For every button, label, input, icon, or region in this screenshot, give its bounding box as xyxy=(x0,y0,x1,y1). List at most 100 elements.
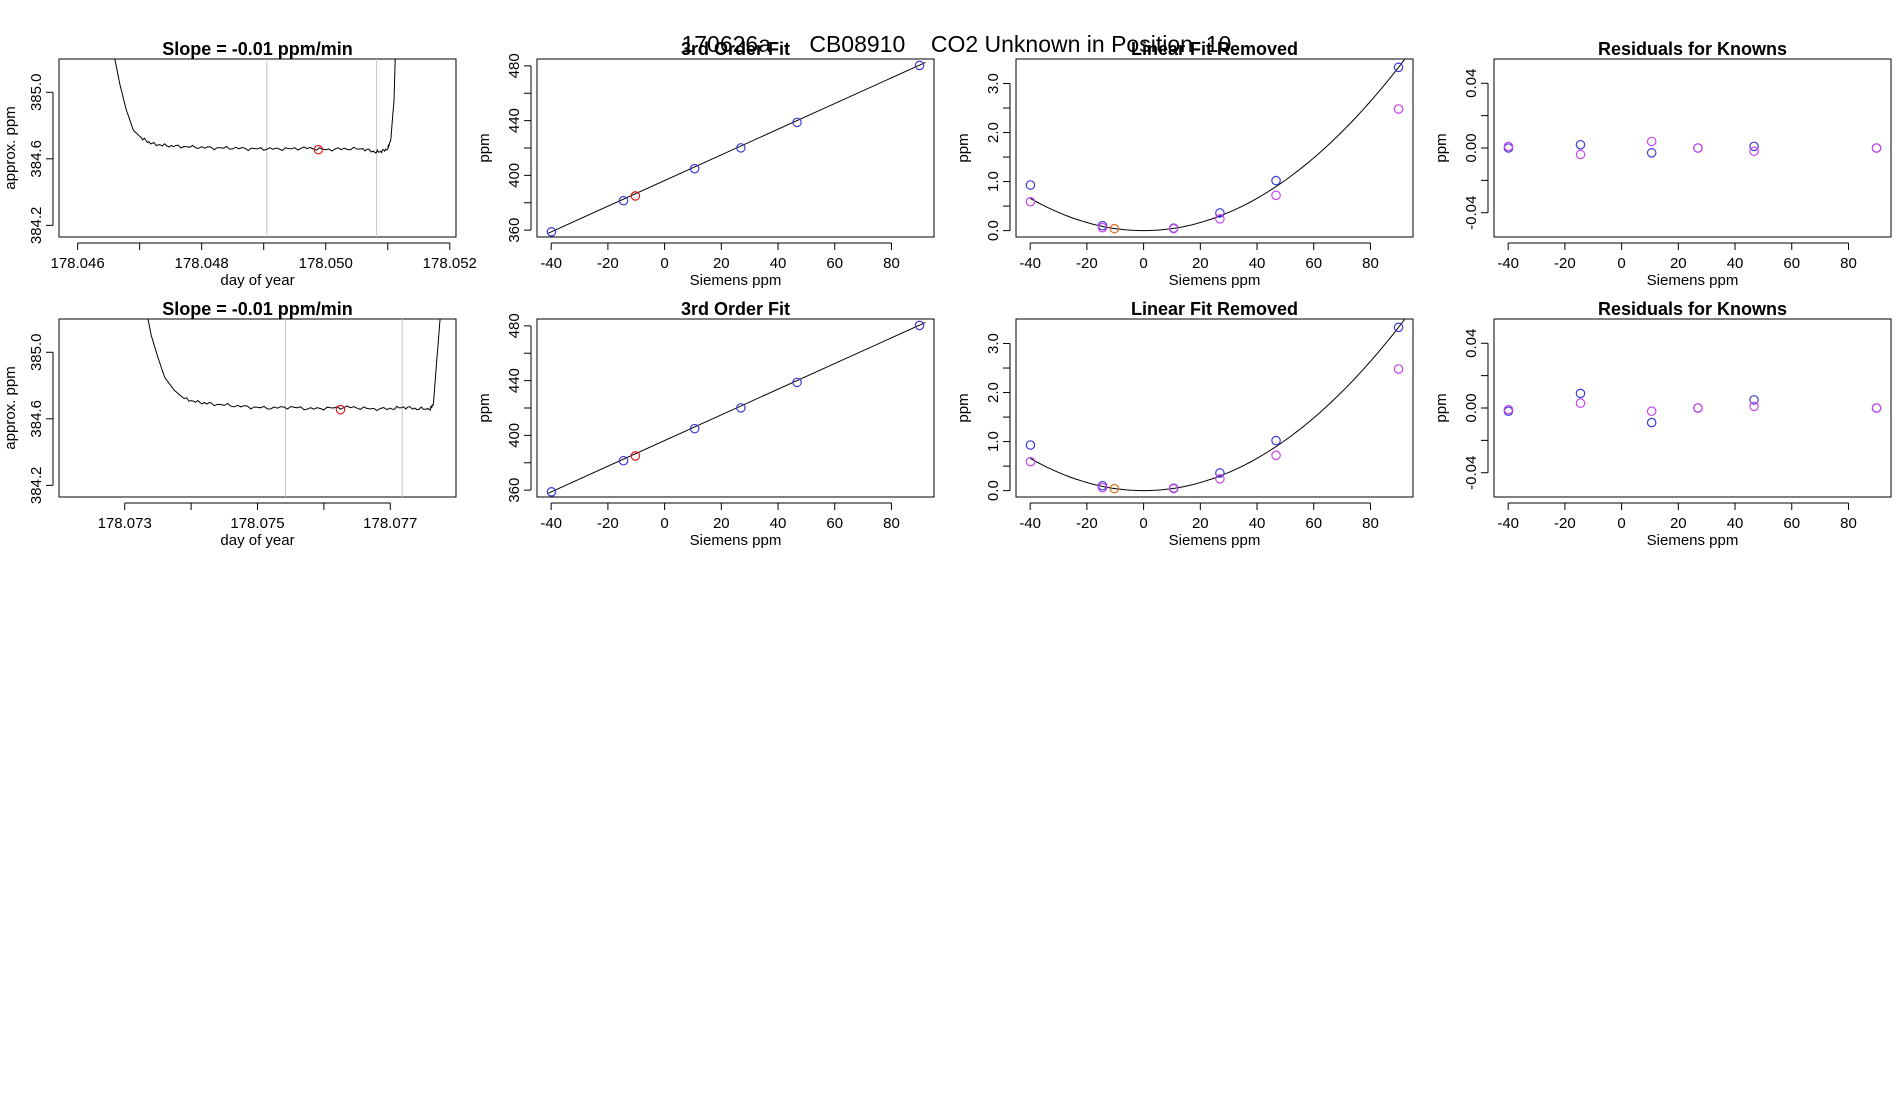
x-tick-label: 0 xyxy=(1139,255,1147,272)
y-tick-label: 385.0 xyxy=(28,73,45,111)
x-axis-label: Siemens ppm xyxy=(1169,272,1261,289)
x-tick-label: 178.073 xyxy=(98,515,152,532)
y-tick-label: 440 xyxy=(506,368,523,393)
data-point-known-blue xyxy=(546,486,557,497)
data-point-known-blue xyxy=(1271,435,1281,446)
data-point-known-magenta xyxy=(1271,190,1281,201)
data-point-known-magenta xyxy=(1025,456,1036,467)
data-point-known-magenta xyxy=(1215,474,1225,484)
chart-title: Slope = -0.01 ppm/min xyxy=(162,39,353,59)
chart-panel-r2-p4: Residuals for Knowns -40 -20 0 20 40 60 80 Sieme… xyxy=(1433,299,1892,549)
x-tick-label: 80 xyxy=(883,255,900,272)
data-point-known-magenta xyxy=(1393,364,1404,374)
x-tick-label: 60 xyxy=(1305,515,1322,532)
y-tick-label: 0.00 xyxy=(1463,133,1480,162)
data-point-known-magenta xyxy=(1693,143,1703,153)
x-tick-label: -40 xyxy=(1497,515,1519,532)
y-tick-label: 0.00 xyxy=(1463,393,1480,422)
data-point-known-magenta xyxy=(1871,403,1882,413)
x-axis-label: Siemens ppm xyxy=(1647,532,1739,549)
x-tick-label: 60 xyxy=(1783,255,1800,272)
y-tick-label: 400 xyxy=(506,423,523,448)
data-point-known-magenta xyxy=(1646,136,1657,147)
y-tick-label: 360 xyxy=(506,478,523,503)
x-axis-label: day of year xyxy=(220,532,294,549)
chart-panel-r1-p3: Linear Fit Removed -40 -20 0 20 40 60 80 Siemens… xyxy=(955,39,1414,289)
data-point-known-blue xyxy=(1215,208,1225,218)
x-tick-label: 20 xyxy=(713,515,730,532)
x-tick-label: 60 xyxy=(826,255,843,272)
data-point-known-blue xyxy=(618,455,629,466)
y-tick-label: 440 xyxy=(506,108,523,133)
x-tick-label: 40 xyxy=(770,255,787,272)
x-tick-label: 20 xyxy=(1192,515,1209,532)
y-tick-label: -0.04 xyxy=(1463,196,1480,230)
data-point-known-blue xyxy=(1575,388,1586,399)
data-point-known-blue xyxy=(914,60,925,71)
data-point-known-blue xyxy=(1393,322,1404,333)
chart-title: Linear Fit Removed xyxy=(1131,299,1298,319)
data-point-known-magenta xyxy=(1271,450,1281,461)
chart-panel-r2-p2: 3rd Order Fit -40 -20 0 20 40 60 80 Siemens ppm 3… xyxy=(476,299,935,549)
x-tick-label: 60 xyxy=(1305,255,1322,272)
x-tick-label: -40 xyxy=(1019,255,1041,272)
data-point-known-magenta xyxy=(1646,406,1657,417)
trace-line xyxy=(114,59,396,154)
data-point-known-blue xyxy=(689,163,700,174)
data-point-known-magenta xyxy=(1575,398,1586,408)
data-point-unknown-orange xyxy=(1109,223,1120,234)
x-tick-label: 40 xyxy=(1249,255,1266,272)
x-axis-label: Siemens ppm xyxy=(1169,532,1261,549)
y-axis-label: ppm xyxy=(955,133,972,162)
data-point-known-blue xyxy=(1215,468,1225,478)
data-point-known-blue xyxy=(736,403,746,413)
x-tick-label: -20 xyxy=(1554,515,1576,532)
plot-frame xyxy=(1493,318,1892,498)
x-tick-label: 40 xyxy=(1249,515,1266,532)
data-point-known-magenta xyxy=(1503,141,1514,152)
plot-area xyxy=(147,319,441,497)
data-point-known-blue xyxy=(1749,395,1759,405)
data-point-known-blue xyxy=(1271,175,1281,186)
data-point-known-blue xyxy=(689,423,700,434)
x-tick-label: 178.048 xyxy=(175,255,229,272)
y-tick-label: 360 xyxy=(506,218,523,243)
y-tick-label: 2.0 xyxy=(985,122,1002,143)
plot-frame xyxy=(1493,58,1892,238)
x-tick-label: 0 xyxy=(1617,515,1625,532)
plot-frame xyxy=(536,318,935,498)
y-tick-label: 480 xyxy=(506,313,523,338)
y-tick-label: 384.2 xyxy=(28,207,45,245)
y-tick-label: 3.0 xyxy=(985,73,1002,94)
data-point-known-blue xyxy=(792,117,802,128)
x-tick-label: 178.046 xyxy=(50,255,104,272)
y-tick-label: 384.2 xyxy=(28,467,45,505)
y-axis-label: ppm xyxy=(955,393,972,422)
title-position: 10 xyxy=(1205,31,1232,57)
y-tick-label: 2.0 xyxy=(985,382,1002,403)
x-tick-label: 80 xyxy=(1362,515,1379,532)
x-tick-label: -20 xyxy=(597,255,619,272)
x-tick-label: 0 xyxy=(1617,255,1625,272)
data-point-known-blue xyxy=(1749,141,1759,152)
data-point-known-magenta xyxy=(1749,401,1759,412)
y-axis-label: approx. ppm xyxy=(2,106,19,189)
x-tick-label: -40 xyxy=(540,255,562,272)
plot-frame xyxy=(1015,318,1414,498)
data-point-known-magenta xyxy=(1097,482,1108,493)
x-tick-label: -20 xyxy=(597,515,619,532)
y-tick-label: 385.0 xyxy=(28,333,45,371)
x-tick-label: 40 xyxy=(770,515,787,532)
x-axis-label: day of year xyxy=(220,272,294,289)
chart-panel-r1-p4: Residuals for Knowns -40 -20 0 20 40 60 80 Sieme… xyxy=(1433,39,1892,289)
y-axis-label: ppm xyxy=(1433,133,1450,162)
y-tick-label: 384.6 xyxy=(28,400,45,438)
x-tick-label: 178.075 xyxy=(230,515,284,532)
y-tick-label: 3.0 xyxy=(985,333,1002,354)
data-point-known-magenta xyxy=(1168,223,1179,234)
x-tick-label: 20 xyxy=(1670,255,1687,272)
title-tank-id: CB08910 xyxy=(809,31,906,57)
x-tick-label: 20 xyxy=(1670,515,1687,532)
chart-title: Residuals for Knowns xyxy=(1598,39,1787,59)
